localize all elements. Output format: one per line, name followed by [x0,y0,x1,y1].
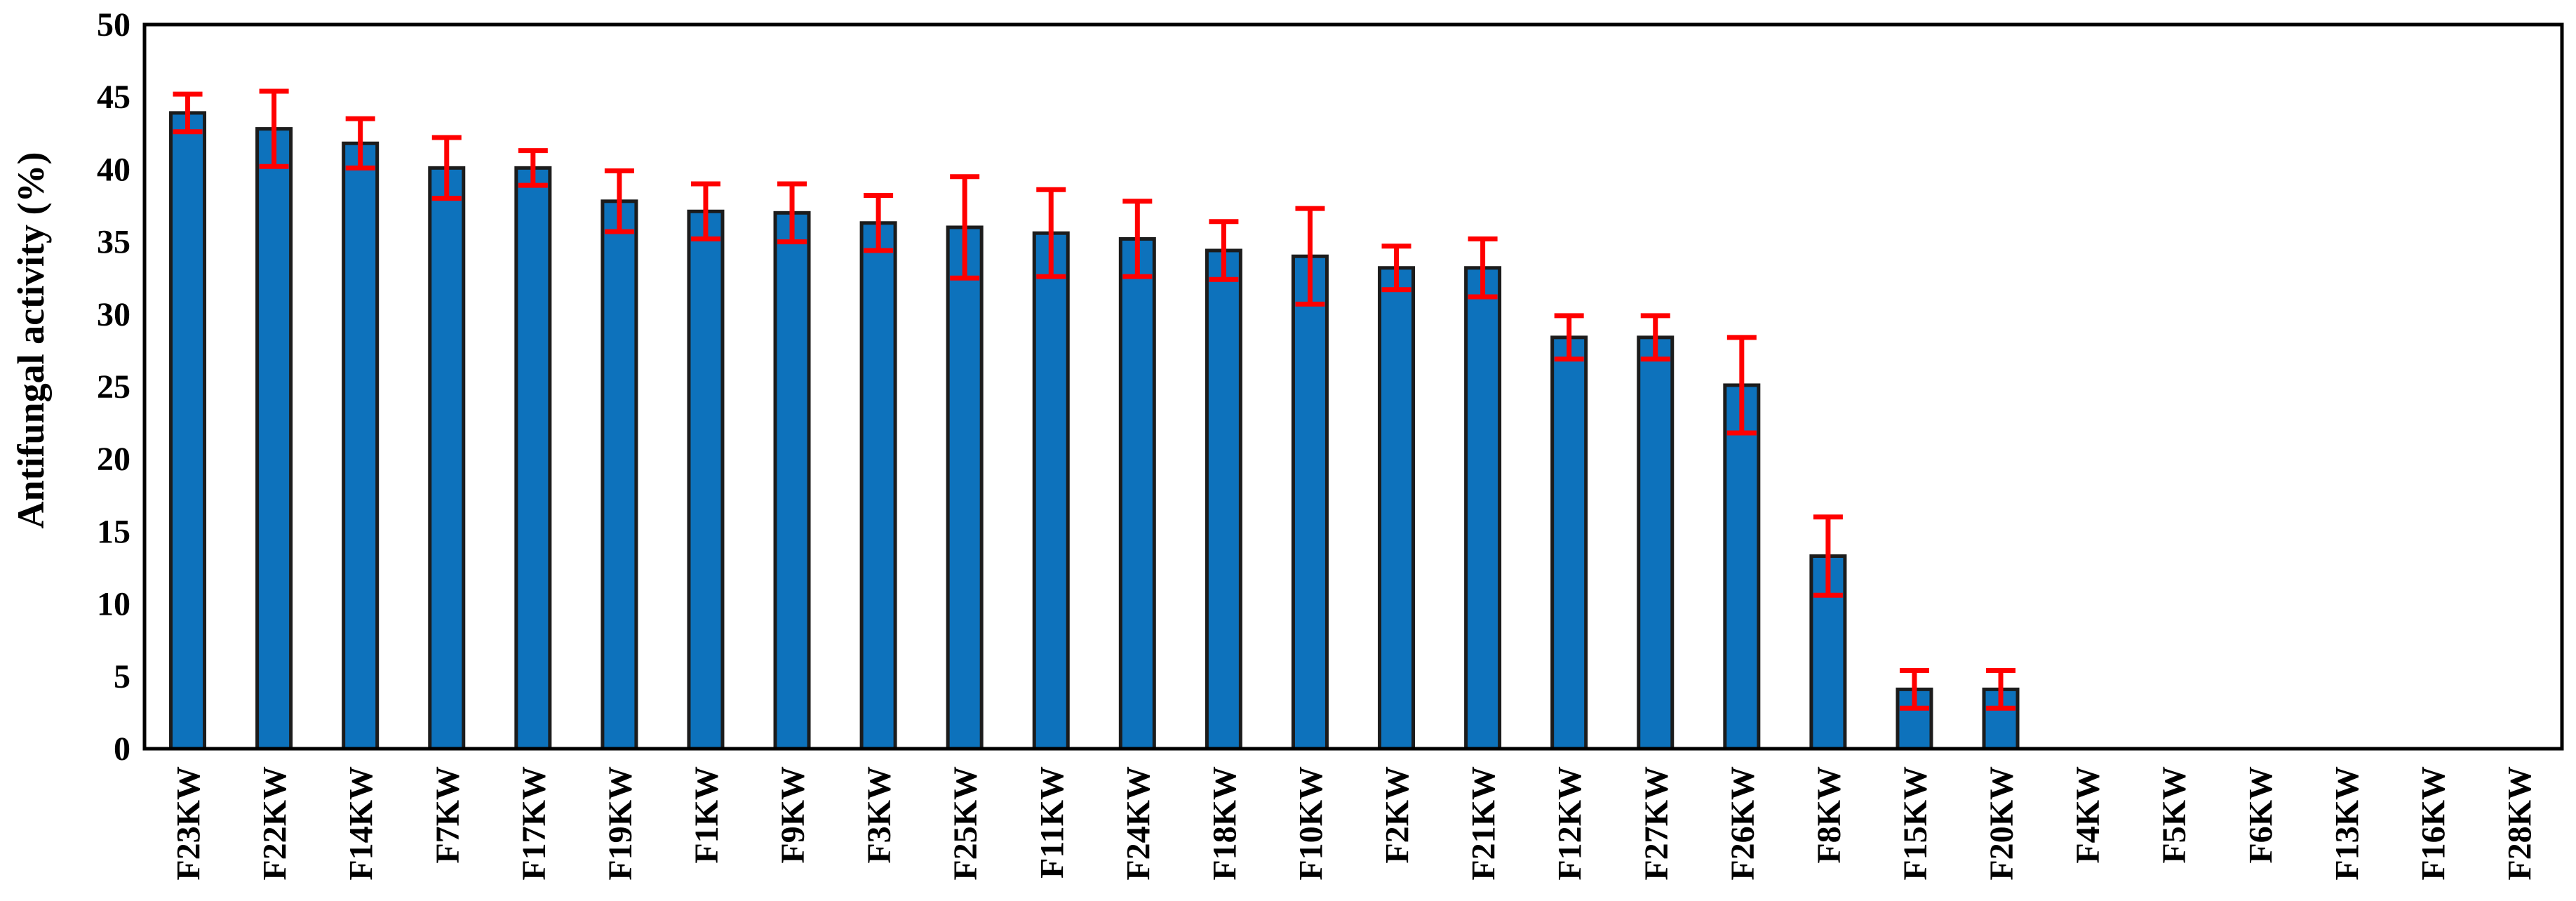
y-tick-20: 20 [97,441,130,478]
x-label-F14KW: F14KW [343,766,380,881]
error-bar-F12KW [1554,313,1584,362]
error-bar-F17KW [518,148,548,188]
x-label-F24KW: F24KW [1120,766,1157,881]
error-bar-F11KW [1036,187,1066,279]
bar-F25KW [946,225,984,751]
x-label-F5KW: F5KW [2156,766,2193,864]
bar-F22KW [255,127,293,751]
bar-F3KW [859,221,897,751]
x-label-F20KW: F20KW [1983,766,2020,881]
x-label-F22KW: F22KW [257,766,294,881]
bar-F26KW [1723,383,1761,751]
x-label-F27KW: F27KW [1638,766,1675,881]
bar-F14KW [342,141,380,751]
x-label-F26KW: F26KW [1724,766,1762,881]
x-label-F25KW: F25KW [947,766,984,881]
x-label-F10KW: F10KW [1292,766,1329,881]
x-category-labels-layer: F23KW F22KW F14KW F7KW F17KW F19KW F1KW F9KW F3K… [170,766,2539,881]
bar-F2KW [1378,266,1416,751]
x-label-F2KW: F2KW [1379,766,1416,864]
x-label-F7KW: F7KW [429,766,467,864]
error-bar-F10KW [1295,206,1325,307]
x-label-F3KW: F3KW [861,766,898,864]
y-tick-0: 0 [114,730,130,768]
error-bar-F1KW [690,181,720,241]
y-tick-15: 15 [97,513,130,550]
error-bar-F26KW [1726,335,1757,436]
x-label-F6KW: F6KW [2242,766,2279,864]
error-bar-F3KW [864,193,894,253]
bar-F24KW [1118,236,1156,751]
error-bar-F27KW [1640,313,1670,362]
x-label-F8KW: F8KW [1811,766,1848,864]
x-label-F17KW: F17KW [516,766,553,881]
y-tick-labels-layer: 0 5 10 15 20 25 30 35 40 45 50 [97,6,130,768]
error-bar-F15KW [1899,668,1929,711]
plot-frame-layer [142,22,2564,751]
bar-F11KW [1032,231,1070,751]
error-bar-F23KW [173,91,203,135]
bar-F10KW [1291,254,1329,751]
y-tick-25: 25 [97,368,130,406]
error-bar-F22KW [259,88,289,169]
y-tick-40: 40 [97,151,130,188]
error-bar-F2KW [1381,243,1411,293]
bar-F1KW [687,209,725,751]
error-bar-F19KW [604,168,634,234]
x-label-F11KW: F11KW [1033,766,1071,879]
x-label-F4KW: F4KW [2069,766,2107,864]
bar-F21KW [1464,266,1502,751]
y-tick-5: 5 [114,658,130,695]
bar-F23KW [169,111,207,751]
x-label-F9KW: F9KW [774,766,812,864]
error-bar-F20KW [1986,668,2016,711]
bar-F18KW [1205,248,1242,751]
error-bar-F7KW [431,135,462,201]
bar-F7KW [428,166,466,751]
error-bar-F18KW [1209,219,1239,282]
x-label-F15KW: F15KW [1897,766,1934,881]
bar-F19KW [601,199,638,751]
x-label-F21KW: F21KW [1465,766,1503,881]
y-tick-30: 30 [97,296,130,333]
x-label-F13KW: F13KW [2328,766,2366,881]
x-label-F28KW: F28KW [2501,766,2538,881]
x-label-F1KW: F1KW [688,766,725,864]
y-tick-45: 45 [97,79,130,116]
y-axis-title: Antifungal activity (%) [10,152,52,529]
x-label-F23KW: F23KW [170,766,208,881]
error-bar-F24KW [1122,199,1153,279]
x-label-F16KW: F16KW [2415,766,2452,881]
x-label-F19KW: F19KW [602,766,639,881]
error-bar-F9KW [777,181,807,245]
bar-F12KW [1550,335,1588,751]
x-label-F12KW: F12KW [1552,766,1589,881]
x-label-F18KW: F18KW [1206,766,1243,881]
error-bar-F8KW [1813,514,1843,598]
y-tick-50: 50 [97,6,130,44]
y-tick-10: 10 [97,586,130,623]
y-tick-35: 35 [97,224,130,261]
bar-F17KW [514,166,552,751]
error-bar-F14KW [345,116,375,171]
error-bars-layer [173,88,2016,711]
error-bar-F25KW [950,174,980,281]
error-bar-F21KW [1468,236,1498,300]
bar-F27KW [1637,335,1675,751]
plot-border [142,22,2564,751]
bar-F9KW [773,211,811,751]
